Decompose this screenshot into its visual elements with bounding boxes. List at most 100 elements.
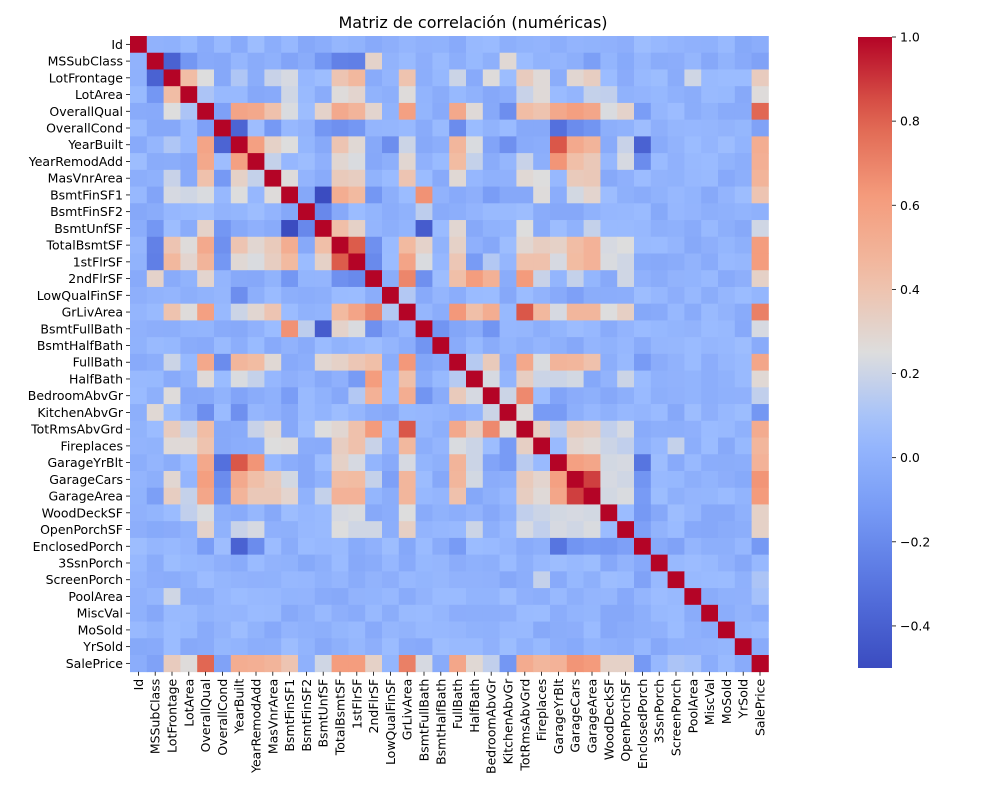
heatmap-cell [566,220,584,238]
heatmap-cell [600,220,618,238]
heatmap-cell [466,86,484,104]
heatmap-cell [264,437,282,455]
heatmap-cell [449,571,467,589]
heatmap-cell [180,186,198,204]
heatmap-cell [415,303,433,321]
colorbar-tick-label: 0.6 [900,198,920,213]
heatmap-cell [197,86,215,104]
heatmap-cell [533,504,551,522]
heatmap-cell [667,186,685,204]
heatmap-cell [382,220,400,238]
y-tick-label: Fireplaces [61,438,123,453]
heatmap-cell [331,253,349,271]
heatmap-cell [600,353,618,371]
heatmap-cell [684,220,702,238]
heatmap-cell [180,119,198,137]
heatmap-cell [734,320,752,338]
heatmap-cell [146,588,164,606]
heatmap-cell [482,437,500,455]
heatmap-cell [533,420,551,438]
heatmap-cell [751,470,769,489]
heatmap-cell [634,203,652,221]
heatmap-cell [634,86,652,104]
heatmap-cell [146,420,164,438]
heatmap-cell [482,504,500,522]
heatmap-cell [163,638,181,656]
heatmap-cell [600,370,618,388]
heatmap-cell [684,320,702,338]
heatmap-cell [550,337,568,355]
heatmap-cell [214,655,232,673]
heatmap-cell [264,320,282,338]
heatmap-cell [314,236,332,254]
heatmap-cell [331,270,349,288]
x-tick-label: YearRemodAdd [249,679,264,774]
heatmap-cell [146,119,164,137]
heatmap-cell [701,404,719,422]
heatmap-cell [449,203,467,221]
heatmap-cell [214,604,232,622]
heatmap-cell [600,638,618,656]
heatmap-cell [214,303,232,321]
heatmap-cell [146,86,164,104]
heatmap-cell [331,437,349,455]
heatmap-cell [163,337,181,355]
heatmap-cell [583,420,601,438]
heatmap-cell [718,102,736,121]
heatmap-cell [499,487,517,505]
heatmap-cell [734,286,752,305]
heatmap-cell [365,655,383,673]
heatmap-cell [398,270,416,288]
heatmap-cell [617,253,635,271]
heatmap-cell [314,571,332,589]
heatmap-cell [197,353,215,371]
heatmap-cell [650,270,668,288]
heatmap-cell [180,370,198,388]
heatmap-cell [331,136,349,154]
heatmap-cell [516,404,534,422]
heatmap-cell [734,437,752,455]
heatmap-cell [533,337,551,355]
heatmap-cell [180,621,198,639]
heatmap-cell [684,236,702,254]
heatmap-cell [365,387,383,405]
heatmap-cell [718,337,736,355]
heatmap-cell [482,320,500,338]
heatmap-cell [281,470,299,489]
heatmap-cell [382,102,400,121]
heatmap-cell [130,537,148,556]
heatmap-cell [734,236,752,254]
heatmap-cell [550,86,568,104]
heatmap-cell [600,286,618,305]
heatmap-cell [499,470,517,489]
heatmap-cell [314,655,332,673]
heatmap-cell [214,86,232,104]
heatmap-cell [533,153,551,171]
heatmap-cell [264,169,282,187]
heatmap-cell [751,604,769,622]
heatmap-cell [415,621,433,639]
heatmap-cell [650,638,668,656]
heatmap-cell [398,504,416,522]
heatmap-cell [600,521,618,539]
heatmap-cell [701,153,719,171]
heatmap-cell [331,303,349,321]
heatmap-cell [348,655,366,673]
heatmap-cell [550,186,568,204]
heatmap-cell [281,337,299,355]
heatmap-cell [516,52,534,70]
heatmap-cell [466,236,484,254]
heatmap-cell [701,220,719,238]
heatmap-cell [718,52,736,70]
heatmap-cell [348,36,366,54]
heatmap-cell [650,387,668,405]
heatmap-cell [634,504,652,522]
heatmap-cell [432,52,450,70]
heatmap-cell [197,621,215,639]
heatmap-cell [214,337,232,355]
heatmap-cell [146,437,164,455]
y-tick-label: FullBath [73,355,123,370]
heatmap-cell [650,420,668,438]
heatmap-cell [298,286,316,305]
heatmap-cell [298,36,316,54]
